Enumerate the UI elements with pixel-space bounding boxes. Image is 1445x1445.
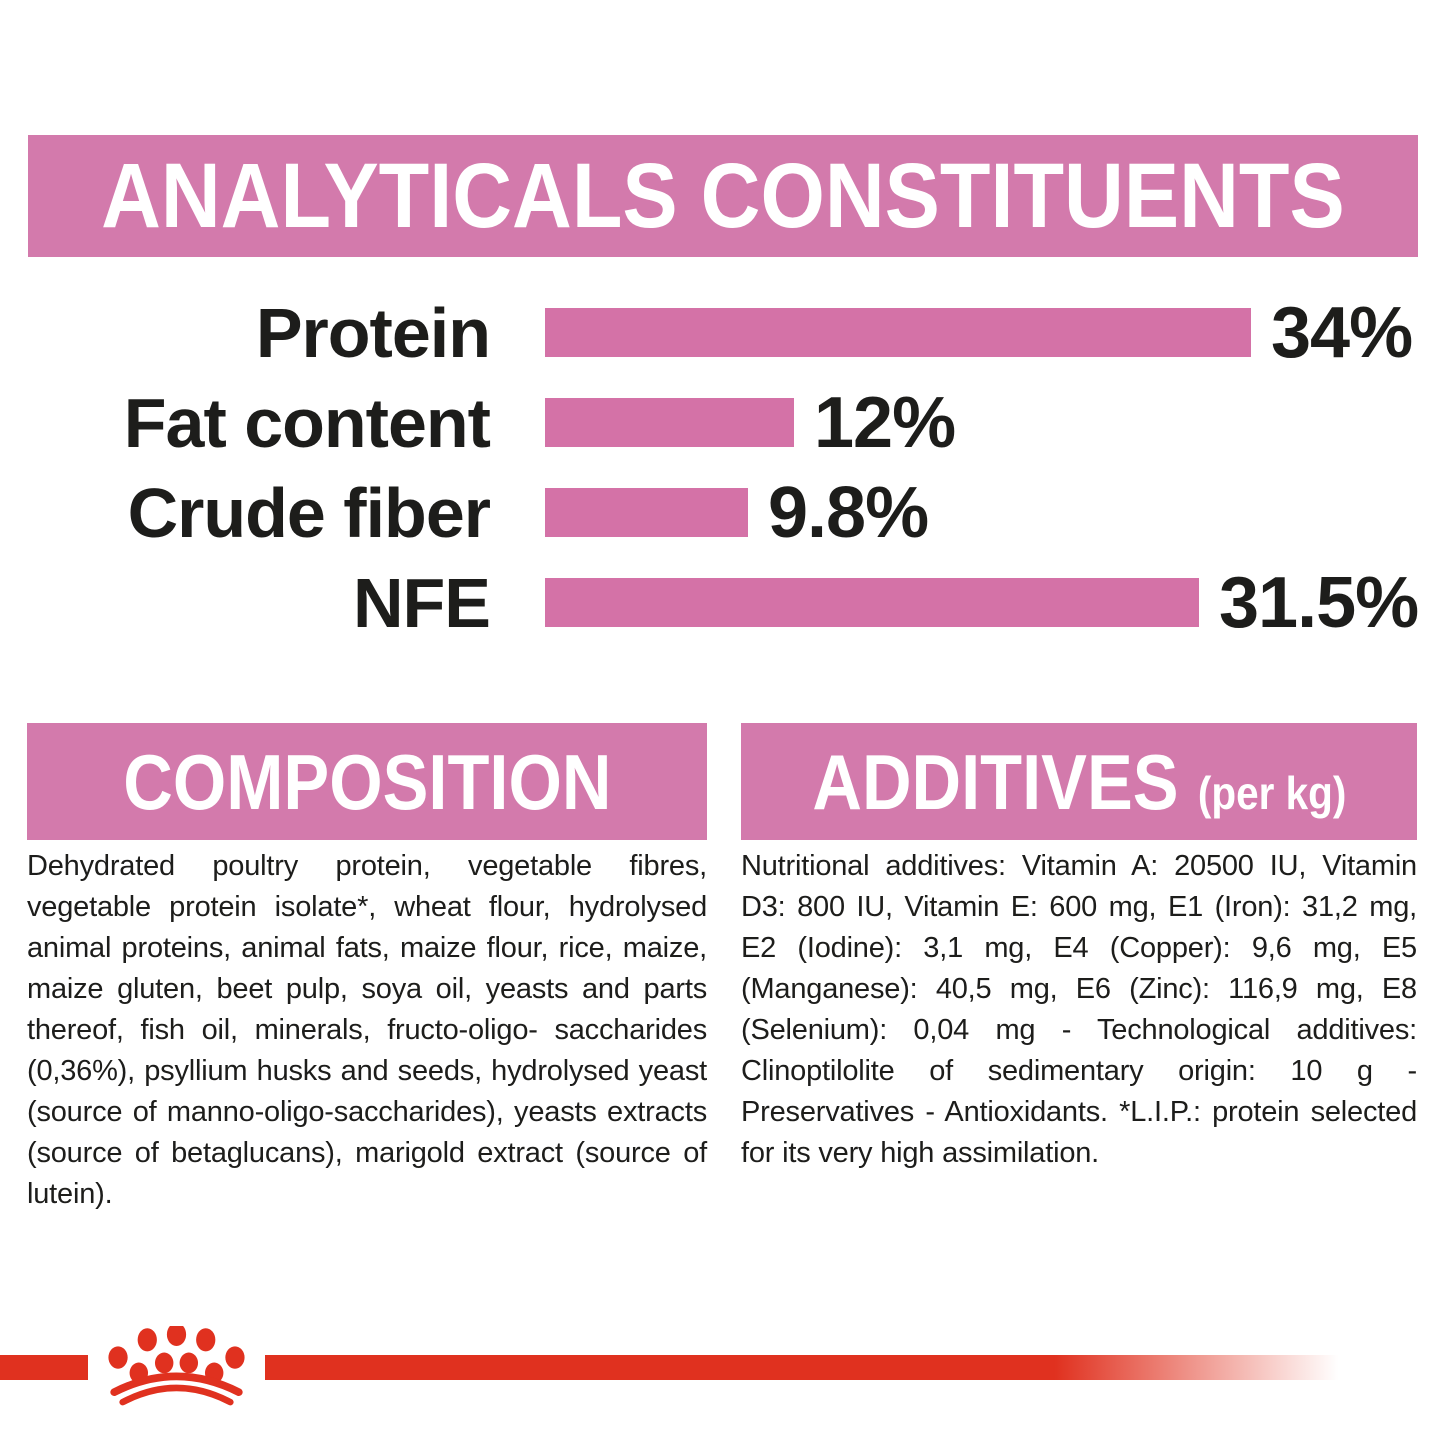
analyticals-bar-chart: Protein 34% Fat content 12% Crude fiber 9.8% N… (0, 297, 1445, 668)
chart-category-label: Crude fiber (127, 473, 491, 552)
crown-paw-icon (108, 1325, 245, 1405)
chart-value-label: 34% (1271, 292, 1413, 373)
composition-banner: COMPOSITION (27, 723, 707, 840)
additives-title: ADDITIVES (812, 737, 1179, 826)
additives-banner: ADDITIVES (per kg) (741, 723, 1417, 840)
chart-bar (545, 398, 794, 447)
chart-category-label: Fat content (123, 383, 491, 462)
royal-canin-crown-logo (88, 1316, 265, 1415)
chart-row: NFE 31.5% (0, 567, 1445, 639)
chart-row: Protein 34% (0, 297, 1445, 369)
chart-category-label: Protein (255, 293, 491, 372)
composition-text: Dehydrated poultry protein, vegetable fi… (27, 850, 707, 1210)
analyticals-title: ANALYTICALS CONSTITUENTS (101, 145, 1345, 247)
chart-bar (545, 488, 748, 537)
additives-subtitle: (per kg) (1197, 766, 1346, 819)
chart-row: Fat content 12% (0, 387, 1445, 459)
composition-title: COMPOSITION (122, 737, 612, 826)
additives-text: Nutritional additives: Vitamin A: 20500 … (741, 850, 1417, 1169)
analyticals-banner: ANALYTICALS CONSTITUENTS (28, 135, 1418, 257)
chart-value-label: 31.5% (1219, 562, 1419, 643)
chart-bar (545, 578, 1199, 627)
chart-category-label: NFE (353, 563, 491, 642)
chart-bar (545, 308, 1251, 357)
chart-row: Crude fiber 9.8% (0, 477, 1445, 549)
chart-value-label: 12% (814, 382, 956, 463)
chart-value-label: 9.8% (768, 472, 929, 553)
